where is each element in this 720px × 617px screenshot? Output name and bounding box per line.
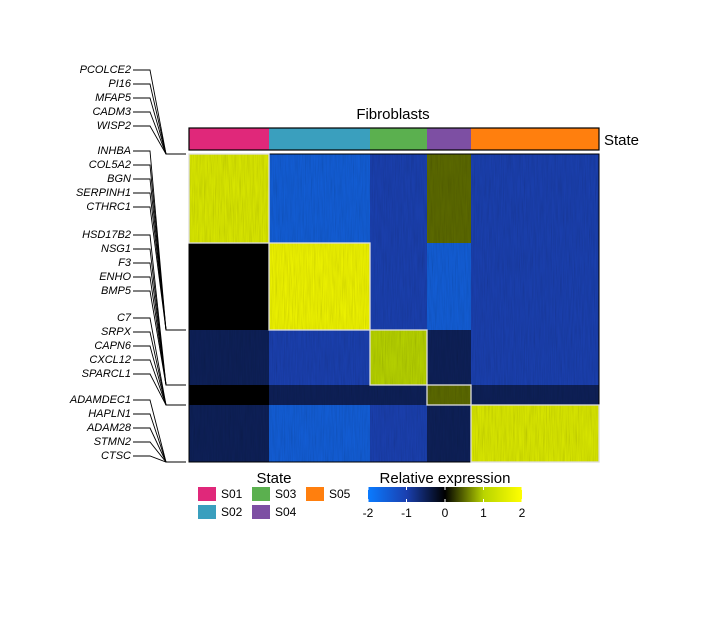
legend-label: S04	[275, 505, 297, 519]
gene-label: COL5A2	[89, 159, 131, 171]
colorbar-tick-label: 2	[519, 506, 526, 520]
colorbar-tick-label: -2	[363, 506, 374, 520]
gene-label: ADAMDEC1	[69, 394, 131, 406]
gene-label: PI16	[108, 78, 132, 90]
block-outline	[268, 242, 371, 331]
gene-label: CXCL12	[89, 354, 131, 366]
colorbar	[368, 487, 522, 502]
legend-swatch	[252, 505, 270, 519]
state-bar-frame	[188, 127, 600, 151]
chart-title: Fibroblasts	[356, 106, 429, 123]
legend-swatch	[252, 487, 270, 501]
gene-connector	[133, 455, 186, 463]
block-outline	[369, 329, 428, 386]
legend-label: S03	[275, 487, 297, 501]
legend-label: S05	[329, 487, 351, 501]
gene-label: NSG1	[101, 243, 131, 255]
block-outline	[426, 384, 472, 406]
gene-label: SPARCL1	[82, 368, 131, 380]
gene-label: BGN	[107, 173, 131, 185]
legend-swatch	[198, 505, 216, 519]
heatmap-frame	[188, 153, 600, 463]
block-outline	[470, 404, 600, 463]
colorbar-title: Relative expression	[380, 470, 511, 487]
gene-label: HSD17B2	[82, 229, 131, 241]
gene-connector	[133, 427, 186, 463]
gene-label: INHBA	[97, 145, 131, 157]
legend-title: State	[256, 470, 291, 487]
legend-label: S01	[221, 487, 243, 501]
gene-label: STMN2	[94, 436, 131, 448]
texture	[189, 154, 599, 462]
gene-label: C7	[117, 312, 132, 324]
colorbar-tick-label: 0	[442, 506, 449, 520]
annotation-label: State	[604, 132, 639, 149]
gene-label: CADM3	[92, 106, 131, 118]
colorbar-tick-label: 1	[480, 506, 487, 520]
block-outline	[188, 153, 270, 244]
gene-connector	[133, 150, 186, 331]
state-bar	[471, 128, 599, 150]
gene-label: ENHO	[99, 271, 131, 283]
gene-label: CTSC	[101, 450, 131, 462]
gene-connector	[133, 164, 186, 331]
gene-connector	[133, 206, 186, 331]
gene-label: ADAM28	[86, 422, 132, 434]
gene-label: MFAP5	[95, 92, 132, 104]
colorbar-tick-label: -1	[401, 506, 412, 520]
legend-swatch	[198, 487, 216, 501]
gene-label: SRPX	[101, 326, 132, 338]
gene-label: SERPINH1	[76, 187, 131, 199]
legend-swatch	[306, 487, 324, 501]
gene-connector	[133, 399, 186, 463]
state-bar	[269, 128, 370, 150]
state-bar	[427, 128, 471, 150]
gene-label: F3	[118, 257, 132, 269]
gene-label: CAPN6	[94, 340, 132, 352]
gene-connector	[133, 290, 186, 386]
gene-connector	[133, 125, 186, 155]
state-bar	[370, 128, 427, 150]
gene-connector	[133, 373, 186, 406]
gene-label: WISP2	[97, 120, 131, 132]
gene-label: BMP5	[101, 285, 132, 297]
state-bar	[189, 128, 269, 150]
legend-label: S02	[221, 505, 243, 519]
gene-label: HAPLN1	[88, 408, 131, 420]
gene-label: PCOLCE2	[80, 64, 131, 76]
gene-label: CTHRC1	[86, 201, 131, 213]
gene-connector	[133, 441, 186, 463]
